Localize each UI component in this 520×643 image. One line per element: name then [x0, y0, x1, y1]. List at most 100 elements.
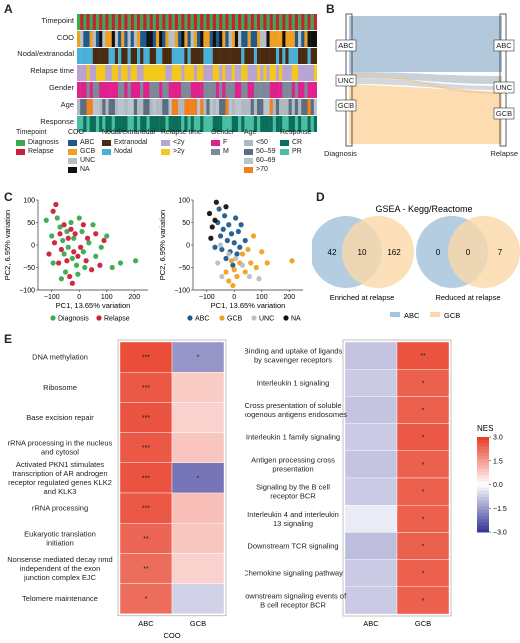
annotation-cell [228, 116, 232, 132]
legend-label: UNC [259, 316, 274, 323]
heatmap-cell [344, 450, 398, 479]
heatmap-cell [171, 522, 225, 554]
annotation-cell [250, 99, 255, 115]
point-gcb [259, 249, 265, 255]
annotation-cell [190, 82, 195, 98]
annotation-cell [291, 65, 296, 81]
annotation-cell [212, 99, 217, 115]
annotation-cell [206, 31, 210, 47]
annotation-cell [279, 82, 283, 98]
venn-right-gcb-circle [448, 216, 520, 288]
annotation-cell [184, 48, 188, 64]
point-diagnosis [79, 228, 85, 235]
significance-label: * [422, 571, 425, 578]
significance-label: * [422, 544, 425, 551]
point-relapse [56, 260, 62, 266]
annotation-cell [83, 99, 87, 115]
annotation-cell [219, 65, 223, 81]
legend-item: 50–59 [244, 147, 275, 156]
annotation-cell [257, 65, 261, 81]
annotation-cell [313, 82, 317, 98]
point-relapse [68, 226, 74, 232]
annotation-cell [171, 31, 176, 47]
point-diagnosis [68, 219, 74, 226]
annotation-cell [203, 48, 207, 64]
annotation-cell [238, 14, 242, 30]
annotation-cell [247, 82, 251, 98]
annotation-cell [149, 31, 153, 47]
annotation-cell [263, 31, 267, 47]
annotation-cell [257, 31, 261, 47]
annotation-cell [174, 31, 179, 47]
sankey-flow-abc [349, 16, 502, 72]
annotation-cell [200, 14, 204, 30]
legend-label: 60–69 [256, 157, 276, 164]
legend-item: 60–69 [244, 156, 275, 165]
annotation-cell [247, 31, 251, 47]
annotation-cell [263, 48, 267, 64]
point-relapse [50, 208, 56, 214]
legend-title: COO [68, 129, 84, 136]
annotation-cell [307, 82, 311, 98]
annotation-cell [133, 99, 138, 115]
point-abc [234, 251, 240, 257]
annotation-cell [171, 116, 176, 132]
significance-label: *** [142, 385, 150, 392]
colorbar-tick-label: −1.5 [493, 506, 507, 513]
sankey-left-gcb: GCB [338, 101, 354, 110]
annotation-cell [174, 116, 179, 132]
heatmap-cell [344, 341, 398, 370]
legend-label: UNC [80, 157, 96, 164]
annotation-cell [219, 82, 223, 98]
annotation-cell [219, 31, 223, 47]
annotation-cell [124, 116, 128, 132]
annotation-cell [282, 48, 286, 64]
annotation-cell [86, 82, 90, 98]
legend-label: Diagnosis [58, 316, 89, 323]
heatmap-cell [344, 423, 398, 451]
annotation-cell [313, 31, 317, 47]
annotation-cell [86, 99, 90, 115]
annotation-cell [241, 65, 245, 81]
annotation-cell [304, 82, 308, 98]
point-diagnosis [104, 233, 110, 239]
annotation-cell [193, 116, 198, 132]
annotation-cell [228, 99, 232, 115]
heatmap-cell [171, 583, 225, 615]
annotation-cell [244, 82, 248, 98]
annotation-cell [253, 48, 258, 64]
annotation-cell [301, 99, 305, 115]
pathway-label: Binding and uptake of ligands by scavenge… [245, 347, 342, 365]
colorbar-step [477, 465, 489, 470]
annotation-cell [137, 31, 141, 47]
point-relapse [80, 222, 86, 228]
y-tick-label: 0 [186, 243, 190, 250]
point-gcb [250, 233, 257, 239]
annotation-cell [279, 31, 283, 47]
legend-label: ABC [195, 316, 209, 323]
pathway-label: Eukaryotic translation initiation [24, 529, 96, 547]
annotation-cell [105, 82, 109, 98]
annotation-cell [234, 48, 239, 64]
annotation-cell [225, 48, 229, 64]
colorbar-step [477, 525, 489, 530]
legend-item: Extranodal [102, 138, 155, 147]
annotation-cell [95, 99, 100, 115]
annotation-cell [187, 82, 191, 98]
colorbar-step [477, 459, 489, 463]
point-abc [216, 206, 222, 212]
point-diagnosis [93, 253, 99, 259]
point-diagnosis [54, 215, 60, 221]
annotation-cell [304, 14, 308, 30]
sankey-axis-right [499, 13, 507, 147]
legend-swatch [102, 139, 111, 146]
annotation-cell [294, 48, 299, 64]
annotation-cell [162, 14, 166, 30]
colorbar-step [477, 513, 489, 517]
annotation-cell [89, 14, 93, 30]
annotation-cell [99, 48, 103, 64]
annotation-cell [83, 116, 87, 132]
y-axis-label: PC2, 6.95% variation [158, 210, 167, 280]
annotation-cell [118, 31, 122, 47]
annotation-cell [181, 99, 185, 115]
